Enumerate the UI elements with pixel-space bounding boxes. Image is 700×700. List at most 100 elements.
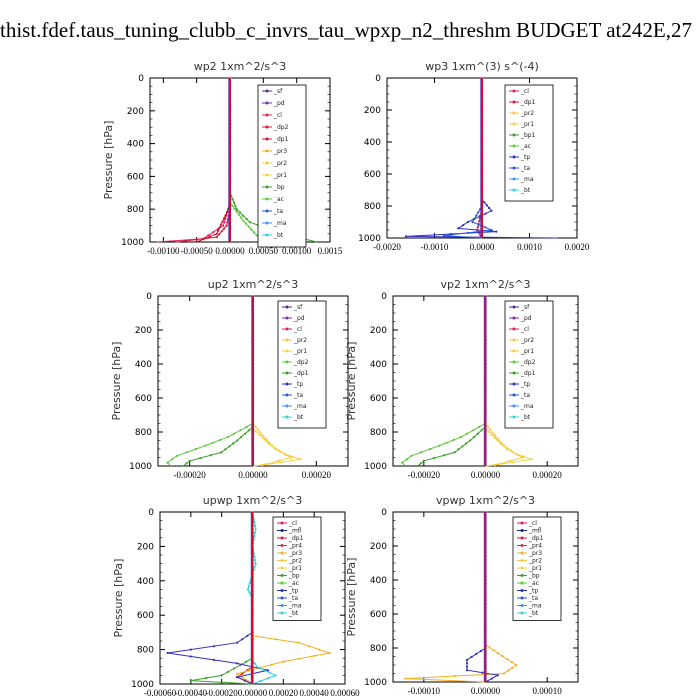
data-point: [433, 457, 436, 460]
x-tick-label: 0.0010: [517, 242, 542, 252]
data-point: [453, 451, 456, 454]
legend-label: _ac: [288, 580, 299, 587]
legend-label: _ma: [273, 220, 287, 227]
data-point: [478, 425, 481, 428]
data-point: [465, 669, 469, 672]
data-point: [240, 436, 243, 439]
x-tick-label: 0.00010: [533, 686, 563, 696]
data-point: [465, 442, 468, 445]
data-point: [476, 225, 479, 229]
data-point: [419, 462, 422, 465]
legend-marker: [520, 581, 524, 585]
legend-marker: [512, 188, 516, 192]
chart-panel-6: vpwp 1xm^2/s^3 Pressure [hPa] 0 200 400 600 80…: [345, 494, 579, 696]
legend-marker: [285, 349, 289, 353]
data-point: [266, 677, 269, 680]
x-tick-label: 0.00000: [238, 688, 268, 698]
data-point: [282, 660, 285, 663]
data-point: [253, 565, 256, 568]
legend-label: _ta: [520, 165, 530, 172]
data-point: [278, 449, 281, 452]
data-point: [226, 436, 229, 439]
data-point: [245, 425, 248, 428]
data-point: [253, 524, 257, 527]
y-tick-label: 600: [370, 610, 387, 620]
data-point: [469, 439, 472, 442]
data-point: [223, 217, 226, 220]
data-point: [226, 670, 229, 674]
data-point: [166, 461, 169, 464]
legend-label: _pr1: [528, 565, 542, 572]
data-point: [226, 221, 229, 224]
legend-marker: [265, 197, 269, 201]
data-point: [248, 581, 251, 585]
series-line-dp2: [401, 296, 486, 467]
data-point: [245, 217, 248, 221]
data-point: [496, 439, 499, 442]
y-tick-label: 1000: [121, 238, 144, 248]
legend-label: _cl: [293, 326, 302, 333]
data-point: [493, 464, 496, 467]
legend-marker: [285, 305, 289, 309]
data-point: [472, 429, 475, 432]
legend-marker: [280, 581, 284, 585]
y-tick-label: 200: [127, 107, 144, 117]
data-point: [478, 215, 481, 218]
series-markers-bp: [189, 510, 254, 682]
data-point: [254, 562, 257, 565]
data-point: [233, 207, 236, 210]
data-point: [267, 442, 270, 445]
legend-marker: [512, 144, 516, 148]
legend-label: _sf: [293, 304, 303, 311]
data-point: [488, 646, 491, 649]
data-point: [189, 679, 192, 682]
y-tick-label: 0: [146, 292, 152, 302]
legend-label: _dp1: [520, 99, 536, 106]
chart-title: vp2 1xm^2/s^3: [440, 278, 530, 291]
data-point: [253, 559, 257, 562]
data-point: [236, 672, 239, 675]
data-point: [465, 662, 469, 665]
data-point: [318, 648, 321, 651]
legend-label: _pr1: [520, 121, 534, 128]
data-point: [479, 649, 482, 653]
y-tick-label: 400: [135, 360, 152, 370]
data-point: [401, 461, 404, 464]
legend-box: [504, 84, 554, 202]
data-point: [477, 211, 480, 214]
data-point: [445, 441, 448, 444]
data-point: [259, 431, 262, 434]
x-tick-label: -0.00050: [181, 246, 214, 256]
legend-marker: [265, 233, 269, 237]
legend-label: _pd: [293, 315, 305, 322]
legend-marker: [285, 404, 289, 408]
data-point: [283, 453, 286, 456]
data-point: [422, 459, 425, 462]
data-point: [270, 663, 273, 666]
data-point: [509, 459, 512, 462]
x-tick-label: -0.0010: [421, 242, 449, 252]
legend-marker: [520, 544, 524, 547]
series-line-pr3: [405, 512, 518, 683]
legend-label: _pr1: [293, 348, 307, 355]
data-point: [220, 223, 223, 226]
legend-marker: [512, 371, 516, 375]
legend-label: _pr4: [528, 543, 542, 550]
x-tick-label: 0.0020: [565, 242, 590, 252]
data-point: [188, 459, 191, 462]
data-point: [185, 451, 188, 454]
data-point: [405, 458, 408, 461]
data-point: [465, 658, 469, 662]
legend-label: _pr2: [273, 160, 287, 167]
data-point: [250, 228, 253, 231]
legend: _sf _pd _cl _dp2 _dp1 _pr3 _pr2 _pr1 _bp _ac _ta _m…: [257, 84, 307, 248]
legend-marker: [265, 173, 269, 177]
y-axis-label: Pressure [hPa]: [102, 121, 115, 200]
data-point: [493, 436, 496, 439]
series-markers-tp: [404, 76, 498, 238]
data-point: [485, 204, 488, 207]
x-tick-label: 0.00000: [215, 246, 245, 256]
page-title: thist.fdef.taus_tuning_clubb_c_invrs_tau…: [0, 18, 692, 42]
legend-label: _pr2: [520, 110, 534, 117]
legend-label: _bt: [288, 610, 299, 617]
